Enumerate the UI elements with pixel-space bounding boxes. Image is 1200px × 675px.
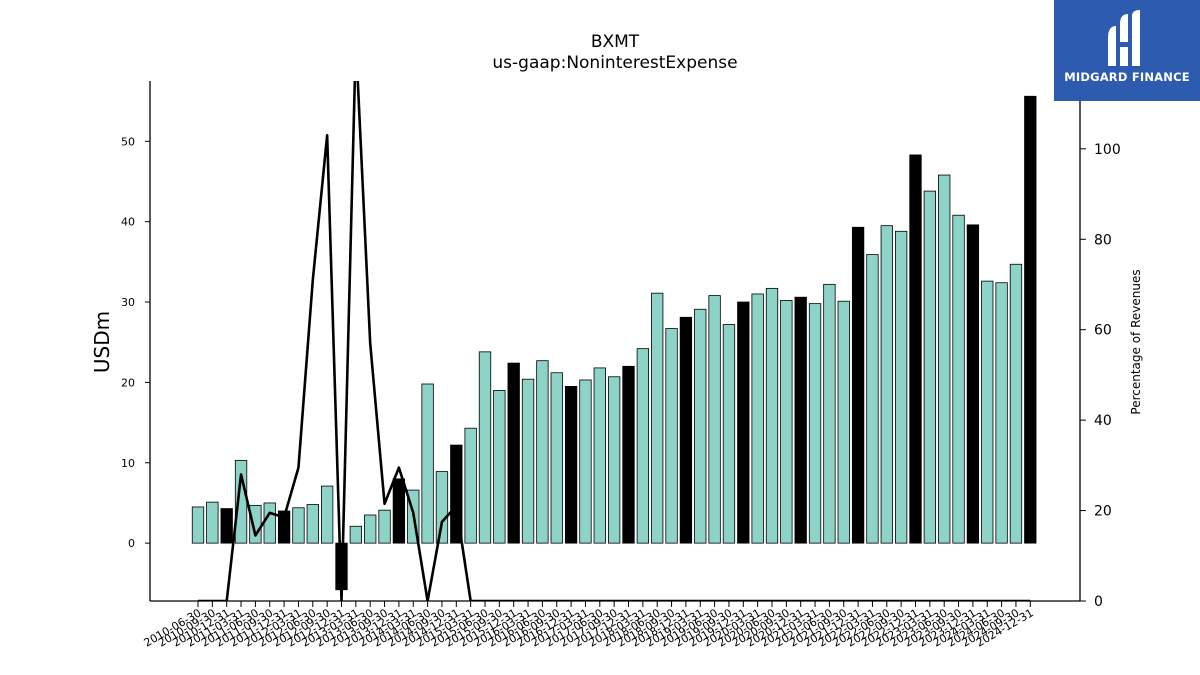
bar [737, 301, 750, 544]
logo-label: MIDGARD FINANCE [1064, 70, 1190, 84]
y2-tick-label: 0 [1094, 594, 1103, 610]
bar [593, 367, 606, 544]
bar [191, 506, 205, 544]
bar [837, 300, 850, 544]
bar [895, 230, 908, 544]
y2-tick-label: 20 [1094, 504, 1112, 520]
bar [364, 514, 377, 544]
bar [780, 300, 793, 544]
bar [1009, 263, 1023, 544]
bar [349, 525, 363, 544]
bar [966, 224, 980, 544]
y-tick-label: 10 [121, 457, 135, 470]
percentage-line [198, 81, 1031, 601]
bar [722, 324, 736, 544]
bar [622, 365, 635, 544]
y2-tick-label: 100 [1094, 142, 1121, 158]
bar [866, 254, 879, 544]
bar [206, 501, 219, 544]
bar [823, 283, 836, 544]
bar [507, 362, 520, 544]
chart-subtitle: us-gaap:NoninterestExpense [492, 53, 738, 73]
y-tick-label: 40 [121, 216, 135, 229]
bar [923, 190, 936, 544]
bar [880, 225, 893, 544]
bar [450, 444, 463, 544]
y-tick-label: 20 [121, 376, 135, 389]
bar [464, 427, 477, 544]
chart-title: BXMT [590, 32, 640, 52]
bar [493, 390, 506, 544]
bar [378, 509, 391, 544]
bar [995, 282, 1008, 544]
bar [909, 154, 922, 544]
bar [249, 504, 262, 544]
y-axis-label: USDm [90, 311, 114, 373]
bar [708, 295, 721, 544]
bar [292, 507, 305, 544]
bar [794, 296, 807, 544]
bar [564, 386, 578, 544]
bar [952, 214, 965, 544]
bar [694, 308, 707, 544]
brand-logo: MIDGARD FINANCE [1054, 0, 1200, 101]
y-tick-label: 30 [121, 296, 135, 309]
bar [521, 378, 535, 544]
bar [392, 478, 406, 544]
bar [220, 508, 233, 544]
y2-axis-label: Percentage of Revenues [1129, 269, 1143, 414]
bar [665, 328, 678, 544]
bar [608, 376, 621, 544]
bar [536, 360, 549, 544]
bar [579, 379, 592, 544]
bar [263, 502, 276, 544]
bar [478, 351, 492, 544]
bar [550, 372, 563, 544]
y-tick-label: 50 [121, 135, 135, 148]
y2-tick-label: 60 [1094, 323, 1112, 339]
bar [320, 485, 334, 544]
bar [808, 303, 822, 544]
bar [938, 174, 951, 544]
bar [679, 316, 693, 544]
bar [651, 292, 664, 544]
bar [277, 510, 291, 544]
bar [751, 293, 764, 544]
bar [981, 280, 994, 544]
y2-tick-label: 40 [1094, 413, 1112, 429]
bar [306, 504, 319, 544]
bar [435, 471, 449, 544]
bar [851, 226, 865, 544]
bar [636, 348, 649, 544]
bar [421, 383, 434, 544]
y-tick-label: 0 [128, 537, 135, 550]
y2-tick-label: 80 [1094, 232, 1112, 248]
midgard-logo-icon [1108, 10, 1140, 66]
bar [765, 287, 779, 544]
bar [1024, 95, 1037, 544]
